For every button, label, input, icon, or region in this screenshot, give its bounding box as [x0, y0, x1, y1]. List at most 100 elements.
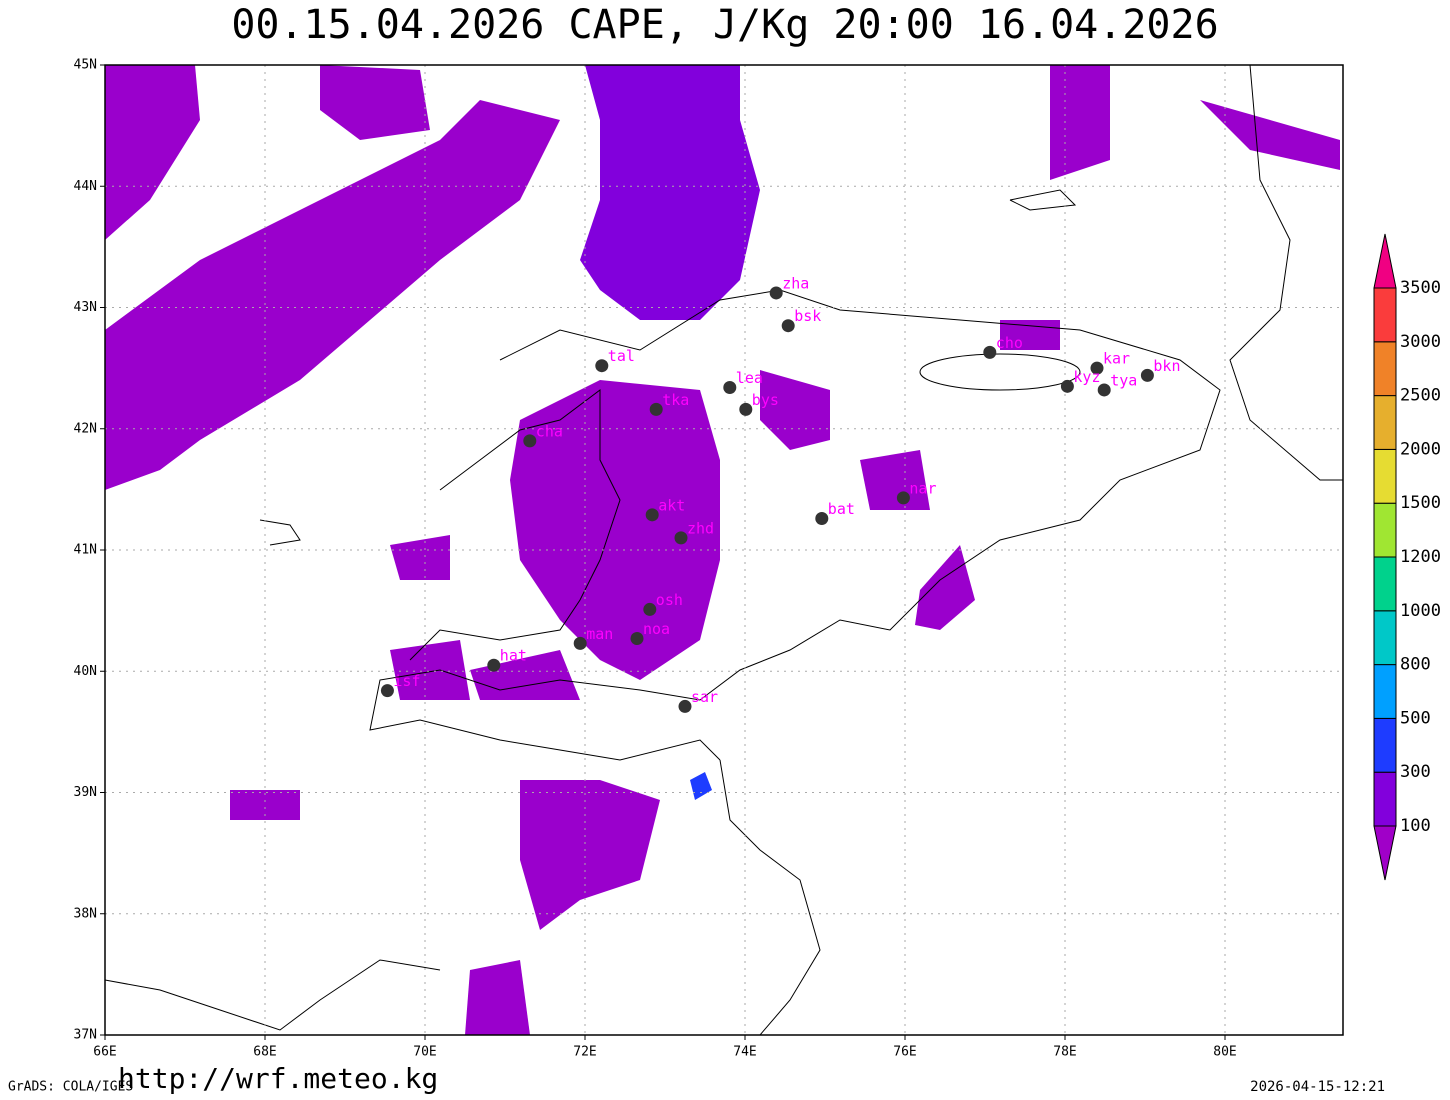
colorbar: 100 300 500 800 1000 1200 1500 2000 2500 3000 3500 [1373, 233, 1441, 881]
y-tick-label: 42N [74, 421, 97, 436]
footer-left: GrADS: COLA/IGES [8, 1080, 133, 1095]
colorbar-label: 300 [1400, 762, 1431, 782]
y-tick-label: 39N [74, 785, 97, 800]
city-marker [983, 345, 997, 359]
colorbar-label: 3500 [1400, 278, 1441, 298]
x-tick-label: 66E [93, 1045, 116, 1060]
cape-area [470, 650, 580, 700]
city-label: lea [736, 369, 763, 387]
cape-area [1200, 100, 1340, 170]
colorbar-box [1373, 556, 1397, 612]
city-label: noa [643, 620, 670, 638]
colorbar-box [1373, 771, 1397, 827]
city-marker [1090, 361, 1104, 375]
cape-area [860, 450, 930, 510]
border-line [1229, 64, 1343, 481]
city-marker [678, 699, 692, 713]
colorbar-label: 1200 [1400, 547, 1441, 567]
cape-area [915, 545, 975, 630]
y-tick-label: 44N [74, 179, 97, 194]
city-marker [643, 602, 657, 616]
city-label: cho [996, 334, 1023, 352]
x-tick-label: 72E [573, 1045, 596, 1060]
border-line [409, 389, 621, 661]
city-marker [487, 658, 501, 672]
lake [919, 353, 1081, 391]
city-label: bsk [794, 307, 821, 325]
city-label: zhd [687, 519, 714, 537]
cape-area [580, 65, 760, 320]
colorbar-box [1373, 717, 1397, 773]
cape-area [760, 370, 830, 450]
footer-timestamp: 2026-04-15-12:21 [1250, 1079, 1385, 1095]
city-label: akt [658, 496, 685, 514]
city-marker [1140, 368, 1154, 382]
cape-area [465, 960, 530, 1035]
x-tick-label: 68E [253, 1045, 276, 1060]
border-line [104, 959, 441, 1031]
cape-area [1050, 65, 1110, 180]
city-label: tal [608, 347, 635, 365]
x-tick-label: 76E [893, 1045, 916, 1060]
map-frame [104, 64, 1344, 1036]
city-marker [630, 632, 644, 646]
city-label: sar [691, 688, 718, 706]
borders [104, 64, 1343, 1036]
cape-area [230, 790, 300, 820]
cape-area [520, 780, 660, 930]
border-line [259, 519, 301, 546]
y-tick-label: 37N [74, 1028, 97, 1043]
cape-area [390, 640, 470, 700]
city-marker [1097, 383, 1111, 397]
city-label: kyz [1073, 368, 1100, 386]
x-tick-label: 80E [1213, 1045, 1236, 1060]
cape-area [690, 772, 712, 800]
city-label: cha [536, 422, 563, 440]
y-tick-label: 45N [74, 58, 97, 73]
city-label: isf [393, 672, 420, 690]
city-marker [645, 508, 659, 522]
colorbar-label: 1000 [1400, 601, 1441, 621]
city-marker [769, 286, 783, 300]
x-tick-label: 70E [413, 1045, 436, 1060]
city-marker [1060, 379, 1074, 393]
city-label: tka [662, 391, 689, 409]
border-line [719, 759, 821, 1036]
city-label: bkn [1153, 357, 1180, 375]
city-marker [674, 531, 688, 545]
x-tick-label: 78E [1053, 1045, 1076, 1060]
colorbar-box [1373, 664, 1397, 719]
colorbar-box [1373, 448, 1397, 504]
y-tick-label: 41N [74, 543, 97, 558]
colorbar-box [1373, 610, 1397, 666]
border-line [369, 289, 1221, 761]
city-label: bys [752, 391, 779, 409]
city-label: man [586, 625, 613, 643]
cape-area [390, 535, 450, 580]
colorbar-label: 100 [1400, 816, 1431, 836]
city-marker [739, 402, 753, 416]
footer-url: http://wrf.meteo.kg [118, 1062, 438, 1095]
city-label: tya [1110, 371, 1137, 389]
y-tick-label: 38N [74, 906, 97, 921]
city-label: zha [782, 274, 809, 292]
city-label: kar [1103, 350, 1130, 368]
city-marker [815, 511, 829, 525]
city-marker [723, 381, 737, 395]
city-marker [649, 402, 663, 416]
city-marker [573, 636, 587, 650]
colorbar-low-triangle [1373, 825, 1397, 881]
city-marker [896, 491, 910, 505]
colorbar-high-triangle [1373, 233, 1397, 289]
colorbar-label: 500 [1400, 708, 1431, 728]
axes: 66E 68E 70E 72E 74E 76E 78E 80E 37N 38N 39N 40N 41N 4… [74, 58, 1343, 1060]
colorbar-box [1373, 341, 1397, 397]
y-tick-label: 40N [74, 664, 97, 679]
border-line [1009, 189, 1077, 211]
colorbar-label: 2000 [1400, 439, 1441, 459]
colorbar-box [1373, 502, 1397, 558]
city-marker [380, 684, 394, 698]
colorbar-label: 800 [1400, 655, 1431, 675]
